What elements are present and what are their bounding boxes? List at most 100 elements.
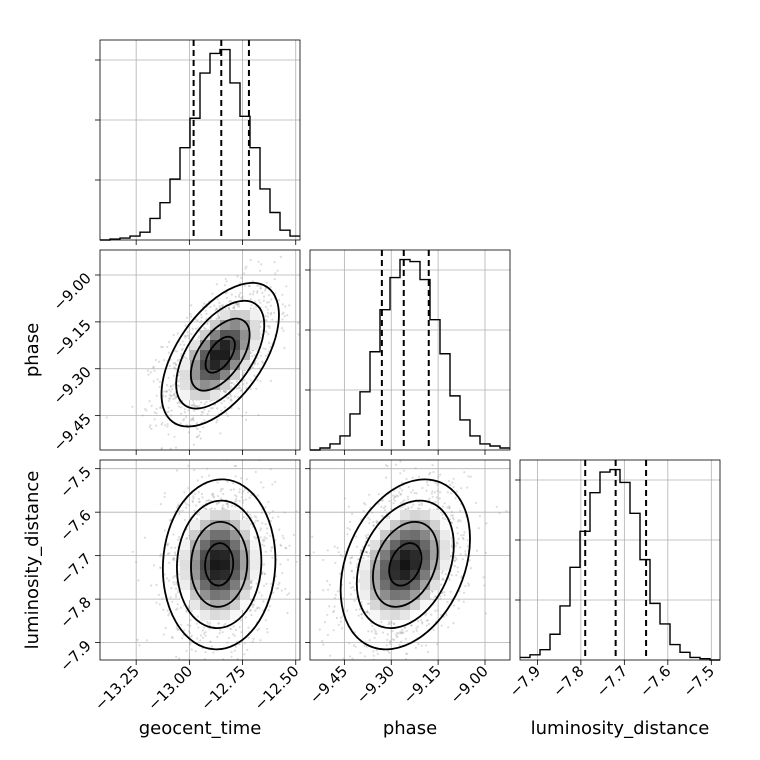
scatter-point [190, 417, 193, 421]
scatter-point [420, 503, 423, 506]
scatter-point [326, 613, 329, 616]
scatter-point [248, 496, 251, 499]
scatter-point [251, 640, 254, 643]
scatter-point [250, 586, 253, 589]
scatter-point [188, 534, 191, 537]
scatter-point [390, 621, 393, 624]
density-cell [420, 530, 430, 540]
density-cell [410, 510, 420, 520]
scatter-point [175, 506, 179, 509]
scatter-point [388, 640, 392, 643]
scatter-point [172, 557, 175, 560]
scatter-point [368, 639, 371, 642]
scatter-point [233, 634, 236, 637]
scatter-point [184, 336, 187, 339]
scatter-point [385, 644, 388, 647]
scatter-point [181, 348, 184, 351]
scatter-point [277, 587, 280, 590]
scatter-point [334, 561, 337, 564]
panel-frame [99, 39, 301, 241]
scatter-point [176, 401, 179, 405]
scatter-point [191, 417, 195, 421]
scatter-point [166, 345, 169, 349]
scatter-point [261, 522, 264, 525]
scatter-point [337, 551, 340, 554]
scatter-point [246, 648, 249, 652]
scatter-point [258, 606, 261, 610]
scatter-point [230, 385, 233, 388]
scatter-point [361, 617, 364, 620]
scatter-point [235, 498, 238, 501]
scatter-point [460, 487, 463, 490]
scatter-point [262, 299, 265, 302]
density-cell [220, 550, 230, 560]
scatter-point [187, 336, 190, 340]
scatter-point [498, 512, 501, 515]
density-cell [390, 530, 400, 540]
scatter-point [263, 536, 266, 539]
y-tick-label: −9.45 [50, 410, 95, 455]
scatter-point [398, 669, 400, 671]
scatter-point [262, 486, 265, 489]
scatter-point [192, 416, 195, 419]
scatter-point [176, 332, 179, 335]
scatter-point [256, 606, 259, 609]
density-cell [200, 530, 210, 540]
scatter-point [366, 609, 369, 613]
scatter-point [211, 407, 214, 410]
scatter-point [153, 418, 156, 421]
scatter-point [216, 481, 219, 484]
scatter-point [165, 390, 168, 393]
scatter-point [363, 502, 366, 505]
scatter-point [177, 374, 180, 377]
scatter-point [169, 385, 172, 388]
scatter-point [217, 312, 220, 315]
scatter-point [173, 559, 176, 562]
scatter-point [406, 495, 409, 498]
scatter-point [425, 489, 428, 492]
scatter-point [155, 601, 158, 604]
scatter-point [450, 573, 453, 577]
scatter-point [398, 491, 401, 494]
scatter-point [235, 302, 238, 305]
scatter-point [243, 272, 246, 275]
scatter-point [252, 290, 255, 293]
scatter-point [161, 346, 164, 349]
scatter-point [322, 589, 325, 592]
scatter-point [448, 578, 451, 581]
scatter-point [216, 314, 220, 317]
scatter-point [443, 502, 446, 505]
scatter-point [262, 600, 265, 603]
scatter-point [421, 486, 424, 490]
scatter-point [329, 654, 332, 657]
scatter-point [428, 473, 431, 476]
scatter-point [326, 549, 329, 552]
scatter-point [264, 287, 267, 290]
scatter-point [207, 499, 210, 502]
scatter-point [200, 316, 203, 319]
scatter-point [269, 304, 273, 307]
scatter-point [286, 611, 289, 615]
scatter-point [208, 627, 211, 630]
scatter-point [402, 631, 405, 634]
scatter-point [363, 666, 365, 668]
scatter-point [180, 412, 183, 415]
scatter-point [256, 284, 259, 287]
scatter-point [460, 534, 463, 537]
scatter-point [439, 583, 443, 586]
histogram-geocent_time [100, 48, 300, 241]
scatter-point [163, 390, 166, 393]
scatter-point [264, 619, 267, 622]
scatter-point [242, 499, 245, 502]
scatter-point [174, 553, 177, 556]
scatter-point [360, 613, 363, 616]
density-cell [230, 590, 240, 600]
x-tick-label: −12.50 [251, 662, 303, 714]
scatter-point [166, 577, 169, 580]
scatter-point [431, 495, 434, 498]
scatter-point [426, 483, 429, 487]
density-cell [410, 590, 420, 600]
density-cell [220, 580, 230, 590]
scatter-point [200, 413, 203, 416]
scatter-point [454, 556, 457, 559]
